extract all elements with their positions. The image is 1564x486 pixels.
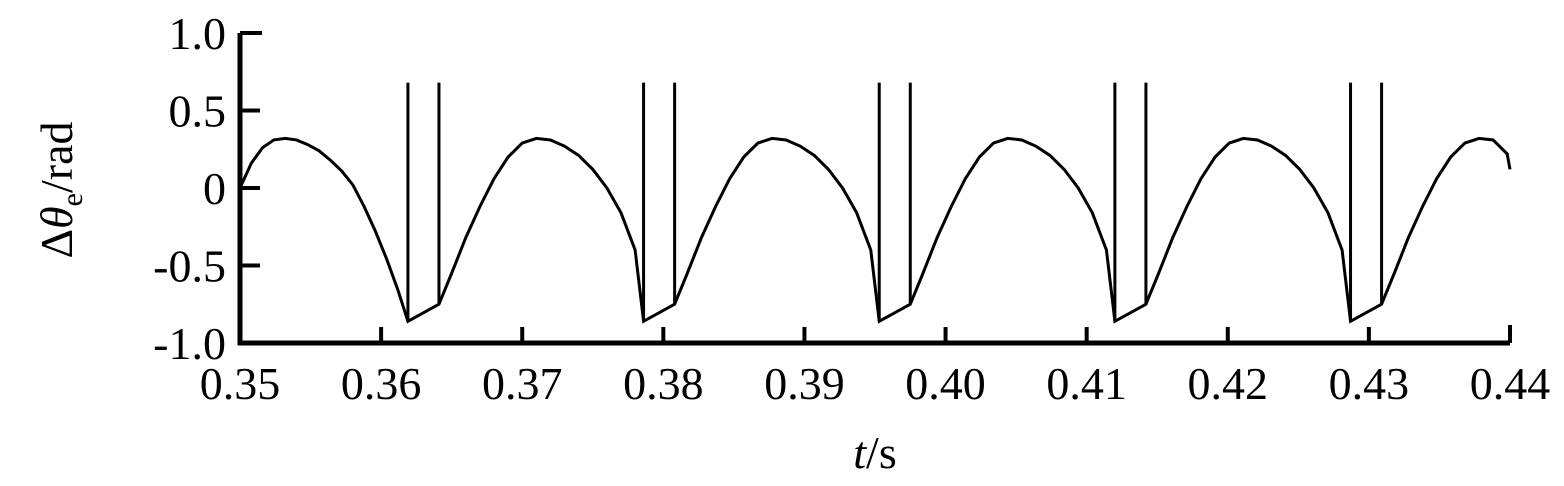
x-axis-title-unit: /s — [866, 427, 897, 478]
y-axis-title: Δθe/rad — [31, 121, 89, 258]
y-tick-label-3: 0.5 — [169, 86, 227, 137]
x-axis-title: t/s — [853, 427, 896, 478]
x-tick-label-9: 0.44 — [1470, 358, 1551, 409]
y-axis-title-subscript: e — [56, 193, 89, 206]
x-tick-label-3: 0.38 — [623, 358, 704, 409]
x-tick-label-1: 0.36 — [341, 358, 422, 409]
y-axis-tick-labels: -1.0 -0.5 0 0.5 1.0 — [153, 8, 226, 369]
axis-tick-marks — [238, 31, 1512, 343]
x-axis-tick-labels: 0.35 0.36 0.37 0.38 0.39 0.40 0.41 0.42 0.43 0.44 — [200, 358, 1551, 409]
x-tick-label-6: 0.41 — [1046, 358, 1127, 409]
x-tick-label-8: 0.43 — [1329, 358, 1410, 409]
x-tick-label-2: 0.37 — [482, 358, 563, 409]
x-tick-label-0: 0.35 — [200, 358, 281, 409]
x-tick-label-7: 0.42 — [1188, 358, 1269, 409]
data-series-group — [238, 82, 1512, 324]
y-tick-label-4: 1.0 — [169, 8, 227, 59]
x-tick-label-4: 0.39 — [764, 358, 845, 409]
x-tick-label-5: 0.40 — [905, 358, 986, 409]
y-axis-title-delta: Δ — [31, 229, 82, 259]
y-axis-title-theta: θ — [31, 206, 82, 229]
x-axis-title-variable: t — [853, 427, 867, 478]
plot-axes — [237, 33, 1510, 346]
y-axis-title-unit: /rad — [31, 121, 82, 193]
y-tick-label-0: -1.0 — [153, 318, 226, 369]
series-0-segment-0 — [238, 136, 1512, 324]
y-tick-label-1: -0.5 — [153, 241, 226, 292]
y-tick-label-2: 0 — [203, 163, 226, 214]
